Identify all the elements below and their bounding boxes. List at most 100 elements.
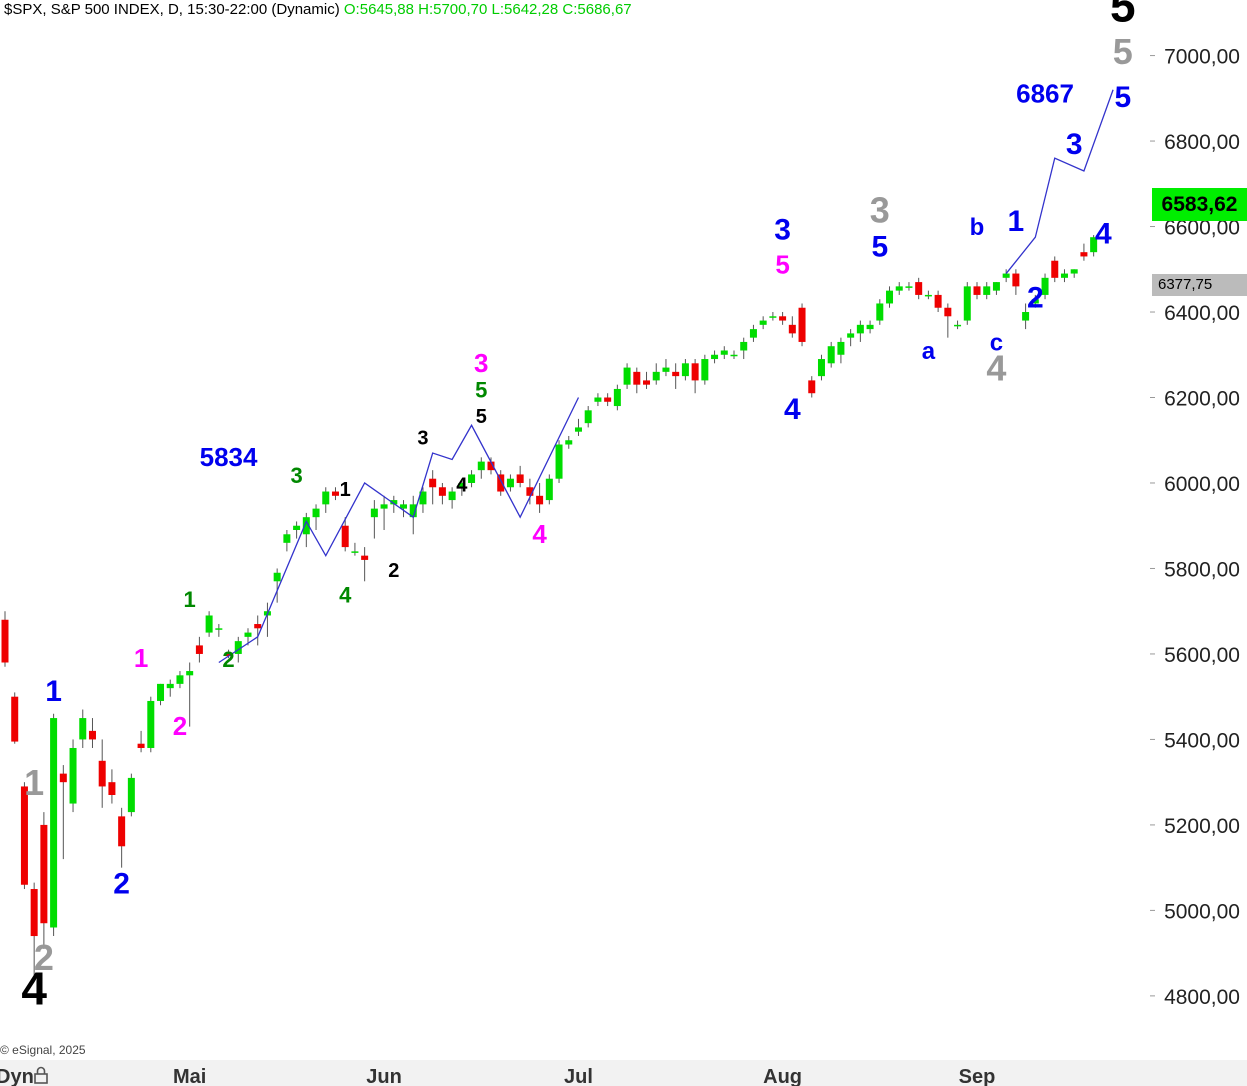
wave-label: 1 [1008,205,1025,238]
wave-label: 5 [871,230,888,263]
y-tick-label: 5000,00 [1164,900,1240,923]
candle-body [137,743,145,748]
time-axis-dyn-label: Dyn [0,1066,34,1086]
y-tick-label: 6400,00 [1164,302,1240,325]
lock-icon[interactable] [33,1066,49,1084]
last-price-badge: 6583,62 [1152,188,1247,221]
month-label: Mai [173,1066,206,1086]
candle-body [1090,237,1098,253]
candle-body [526,487,534,496]
candle-body [380,504,388,509]
candle-body [487,461,495,471]
candle-body [1051,260,1059,278]
candle-body [973,286,981,295]
candle-body [1,619,9,663]
candle-body [837,341,845,355]
candle-body [429,478,437,488]
candle-body [108,782,116,795]
candle-body [1012,273,1020,287]
candle-body [50,718,58,928]
candle-body [118,816,126,847]
candle-body [924,294,932,297]
candle-body [98,760,106,787]
candle-body [711,354,719,360]
time-axis[interactable] [0,1060,1247,1086]
candle-body [798,307,806,342]
candle-body [779,316,787,321]
candle-body [788,324,796,334]
candle-body [458,482,466,488]
candle-body [176,675,184,684]
y-tick-label: 6000,00 [1164,473,1240,496]
candle-body [497,474,505,492]
candle-body [1060,273,1068,278]
candle-body [477,461,485,471]
wave-label: 6867 [1016,79,1074,109]
chart-area[interactable] [0,0,1150,1060]
candle-body [147,700,155,748]
candle-body [662,367,670,372]
reference-price-badge: 6377,75 [1152,274,1247,296]
candle-body [1031,299,1039,304]
candle-body [720,350,728,355]
ohlc-readout: O:5645,88 H:5700,70 L:5642,28 C:5686,67 [343,1,632,18]
y-tick-label: 4800,00 [1164,986,1240,1009]
wave-label: 5 [775,250,789,280]
candle-body [895,286,903,291]
wave-label: 5834 [200,442,258,472]
candle-body [351,551,359,553]
candle-body [244,632,252,637]
candle-body [293,525,301,530]
wave-label: 2 [173,711,187,741]
y-tick-label: 5800,00 [1164,558,1240,581]
chart-header: $SPX, S&P 500 INDEX, D, 15:30-22:00 (Dyn… [4,1,632,18]
candle-body [856,324,864,334]
candle-body [584,410,592,424]
candle-body [409,504,417,518]
wave-label: 4 [21,962,47,1014]
candle-body [934,294,942,308]
y-tick-label: 7000,00 [1164,46,1240,69]
wave-label: 1 [45,675,62,708]
candle-body [1022,312,1030,321]
candle-body [749,329,757,338]
wave-label: a [922,338,936,365]
candle-body [254,624,262,629]
price-axis[interactable] [1150,0,1247,1060]
wave-label: 4 [784,393,801,426]
wave-label: 4 [1095,218,1112,251]
candle-body [759,320,767,325]
wave-label: 3 [474,348,488,378]
wave-label: 2 [1027,282,1044,315]
month-label: Sep [959,1066,996,1086]
candle-body [370,508,378,518]
candle-body [448,491,456,501]
wave-label: 2 [113,867,130,900]
wave-label: 4 [532,519,547,549]
candle-body [1070,269,1078,274]
candle-body [516,474,524,483]
candle-body [574,427,582,432]
candle-body [876,303,884,321]
candle-body [905,286,913,288]
y-tick-label: 5400,00 [1164,729,1240,752]
wave-label: 4 [986,347,1006,388]
candle-body [322,491,330,505]
wave-label: 5 [476,406,487,428]
candle-body [88,730,96,740]
wave-label: 1 [184,587,196,612]
candle-body [30,889,38,937]
candle-body [691,363,699,381]
wave-label: 3 [1066,128,1083,161]
y-tick-label: 6200,00 [1164,388,1240,411]
y-tick-label: 5200,00 [1164,815,1240,838]
candle-body [506,478,514,488]
wave-label: 5 [1113,31,1133,72]
candle-body [59,773,67,783]
copyright-notice: © eSignal, 2025 [0,1043,86,1057]
candle-body [886,290,894,304]
candle-body [827,346,835,364]
y-tick-label: 5600,00 [1164,644,1240,667]
month-label: Jul [564,1066,593,1086]
